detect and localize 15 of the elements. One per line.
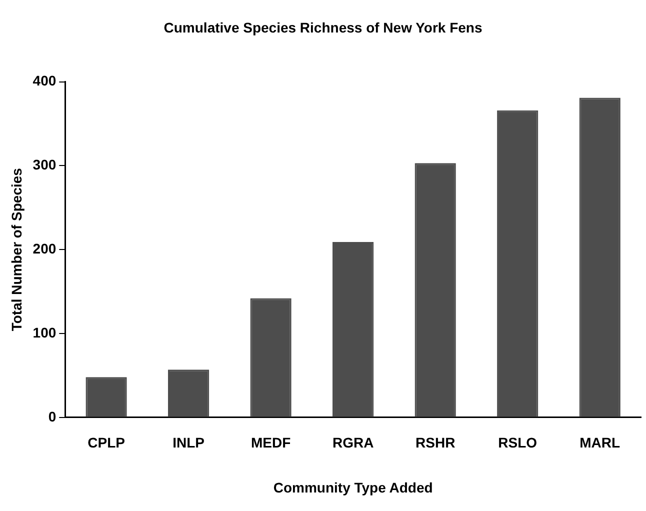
x-tick-label: CPLP xyxy=(88,434,125,451)
x-tick-label: MEDF xyxy=(250,434,292,451)
x-axis-title: Community Type Added xyxy=(273,479,433,496)
y-tick-label: 200 xyxy=(32,240,56,256)
x-tick-label: MARL xyxy=(580,434,621,451)
y-tick-label: 0 xyxy=(48,408,56,424)
chart-title: Cumulative Species Richness of New York Fens xyxy=(164,19,482,36)
x-tick-label: RSLO xyxy=(498,434,538,451)
y-tick-label: 300 xyxy=(32,156,56,173)
x-tick-label: INLP xyxy=(172,434,204,451)
x-tick-label: RSHR xyxy=(416,434,456,451)
y-axis-title: Total Number of Species xyxy=(8,168,24,332)
x-tick-label: RGRA xyxy=(332,434,374,451)
y-tick-label: 400 xyxy=(32,72,56,89)
y-tick-label: 100 xyxy=(32,324,56,340)
